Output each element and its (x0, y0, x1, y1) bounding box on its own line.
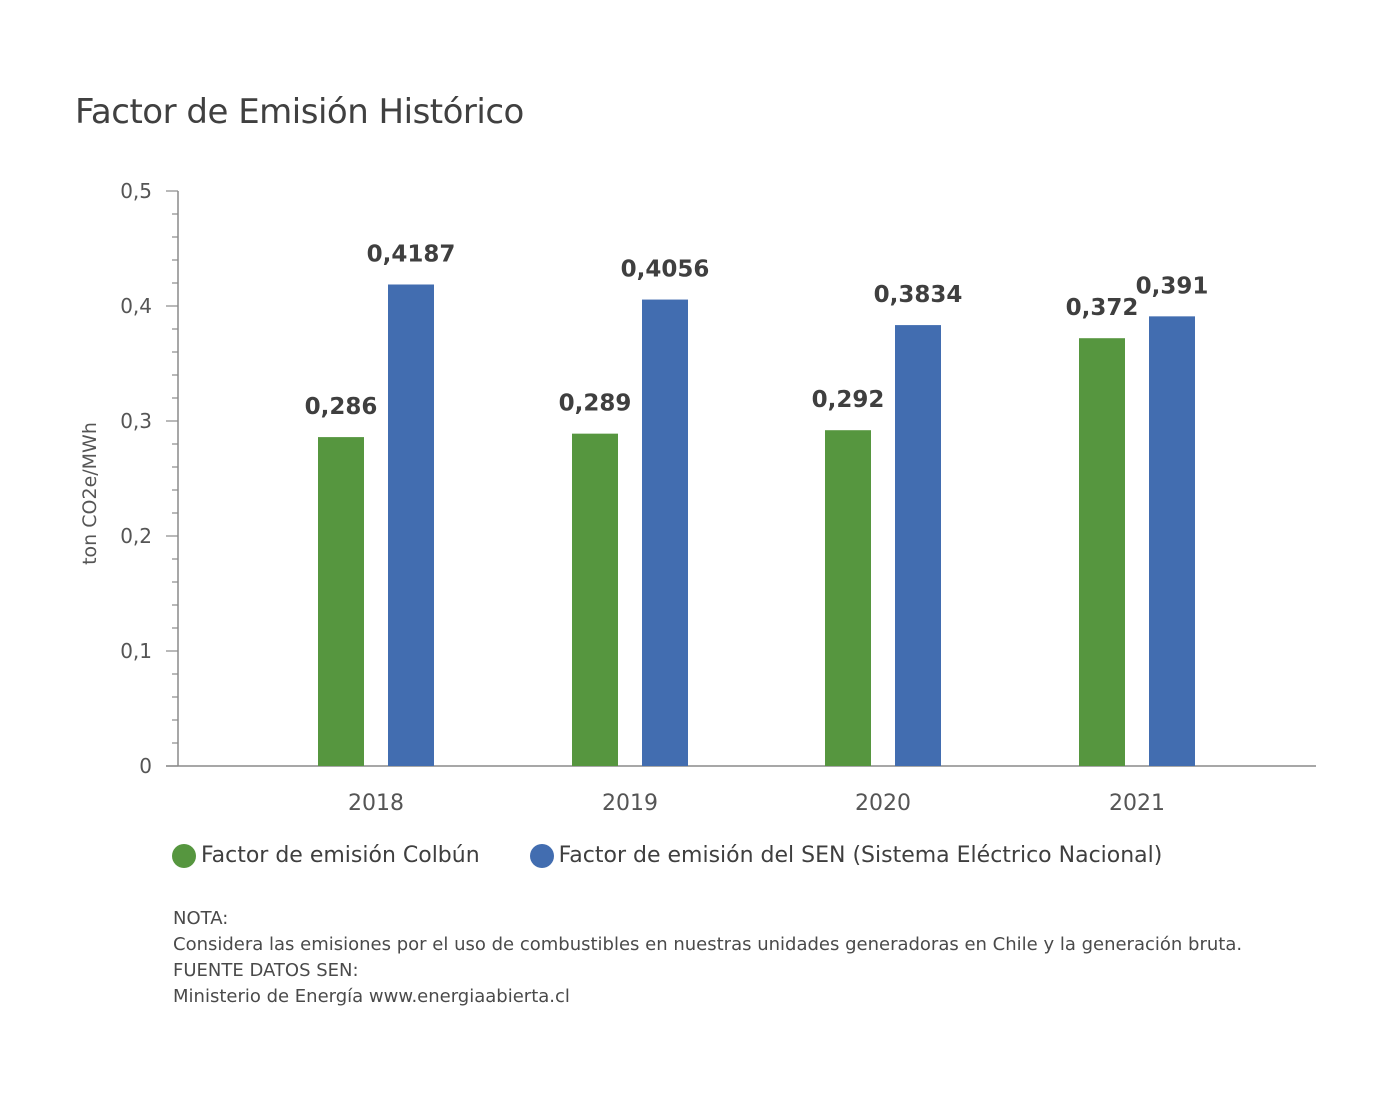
bar-sen-2019 (642, 299, 688, 766)
bar-sen-2021 (1149, 316, 1195, 766)
bar-colbun-2020 (825, 430, 871, 766)
data-label-sen-2018: 0,4187 (367, 241, 456, 267)
legend-item-sen: Factor de emisión del SEN (Sistema Eléct… (529, 843, 1163, 868)
legend-swatch-sen (529, 843, 554, 868)
data-label-sen-2019: 0,4056 (621, 257, 710, 283)
y-tick-label: 0,5 (120, 179, 152, 203)
legend-label-sen: Factor de emisión del SEN (Sistema Eléct… (558, 843, 1163, 868)
nota-heading: NOTA: (173, 908, 229, 929)
x-tick-label-2018: 2018 (348, 791, 404, 816)
bar-sen-2020 (895, 325, 941, 766)
y-axis-title: ton CO2e/MWh (79, 422, 101, 565)
data-label-colbun-2021: 0,372 (1066, 295, 1139, 321)
y-tick-label: 0 (139, 754, 152, 778)
legend-item-colbun: Factor de emisión Colbún (172, 843, 480, 868)
bar-chart: 0 0,1 0,2 0,3 0,4 0,5 ton CO2e/MWh 0,286 0,4187 2… (79, 179, 1316, 816)
bar-colbun-2018 (318, 437, 364, 766)
y-tick-label: 0,2 (120, 524, 152, 548)
legend-swatch-colbun (172, 843, 196, 868)
notes: NOTA: Considera las emisiones por el uso… (173, 906, 1242, 1010)
y-tick-label: 0,1 (120, 639, 152, 663)
x-tick-label-2019: 2019 (602, 791, 658, 816)
data-label-sen-2020: 0,3834 (874, 282, 963, 308)
nota-text: Considera las emisiones por el uso de co… (173, 934, 1243, 955)
data-label-colbun-2019: 0,289 (559, 391, 632, 417)
data-label-colbun-2018: 0,286 (305, 394, 378, 420)
fuente-text: Ministerio de Energía www.energiaabierta… (173, 986, 570, 1007)
legend-label-colbun: Factor de emisión Colbún (201, 843, 480, 868)
chart-title: Factor de Emisión Histórico (75, 92, 524, 132)
y-tick-label: 0,4 (120, 294, 152, 318)
legend: Factor de emisión Colbún Factor de emisi… (172, 843, 1212, 868)
fuente-heading: FUENTE DATOS SEN: (173, 960, 359, 981)
y-tick-label: 0,3 (120, 409, 152, 433)
bar-colbun-2019 (572, 433, 618, 766)
x-tick-label-2020: 2020 (855, 791, 911, 816)
bar-sen-2018 (388, 284, 434, 766)
data-label-sen-2021: 0,391 (1136, 273, 1209, 299)
data-label-colbun-2020: 0,292 (812, 387, 885, 413)
bar-colbun-2021 (1079, 338, 1125, 766)
x-tick-label-2021: 2021 (1109, 791, 1165, 816)
